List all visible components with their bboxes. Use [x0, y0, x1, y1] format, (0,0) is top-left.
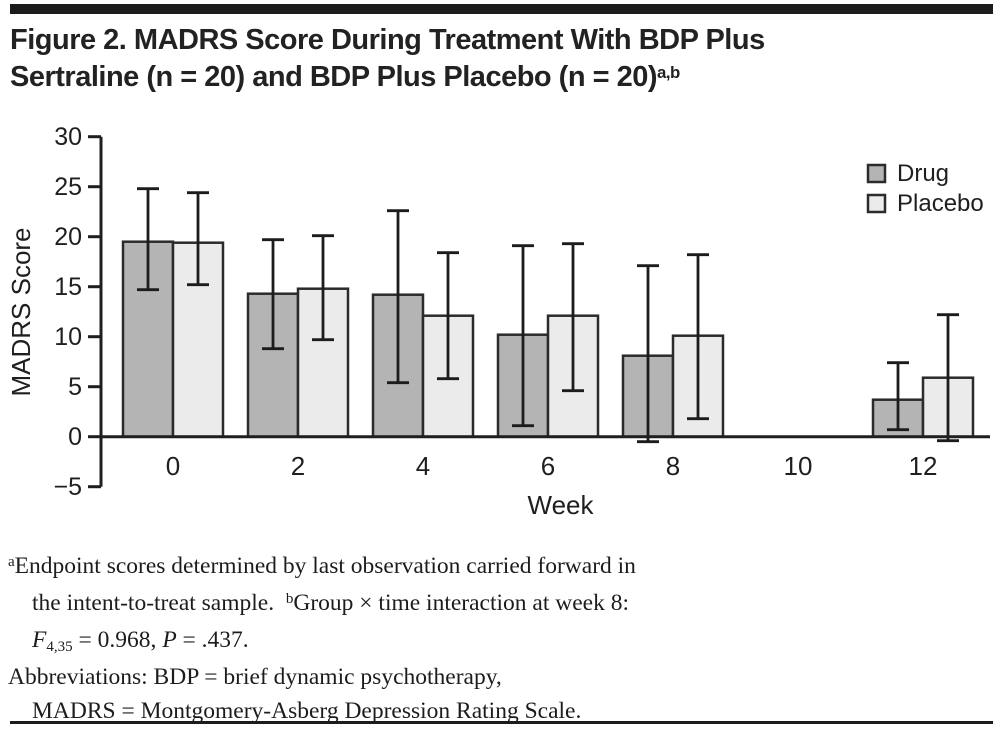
y-tick-label-10: 10 [54, 323, 82, 351]
footnote-text: a [8, 554, 15, 571]
footnote-line: aEndpoint scores determined by last obse… [8, 549, 996, 586]
x-tick-label-0: 0 [166, 451, 180, 481]
legend-swatch-drug [866, 163, 887, 184]
footnote-text: 4,35 [46, 638, 73, 655]
footnote-text: F [32, 627, 47, 653]
x-axis-title: Week [528, 490, 595, 520]
footnote-text: Group × time interaction at week 8: [293, 590, 629, 616]
footnote-text: MADRS = Montgomery-Asberg Depression Rat… [32, 698, 582, 724]
y-tick-label-5: 5 [68, 373, 82, 401]
y-axis-title: MADRS Score [6, 227, 36, 396]
footnote-line: the intent-to-treat sample. bGroup × tim… [8, 586, 996, 623]
footnote-text: b [285, 591, 294, 608]
x-tick-label-10: 10 [784, 451, 813, 481]
title-line-2: Sertraline (n = 20) and BDP Plus Placebo… [10, 61, 658, 93]
madrs-bar-chart: 30 25 20 15 10 5 0 −5 0 2 4 6 8 10 12 Week MADRS Score Dr… [6, 123, 990, 520]
footnote-line: Abbreviations: BDP = brief dynamic psych… [8, 660, 996, 694]
footnote-line: MADRS = Montgomery-Asberg Depression Rat… [8, 694, 996, 728]
x-tick-label-6: 6 [541, 451, 555, 481]
top-rule [10, 4, 993, 14]
x-tick-label-12: 12 [909, 451, 938, 481]
legend-label-placebo: Placebo [897, 190, 984, 217]
footnotes-block: aEndpoint scores determined by last obse… [8, 549, 996, 728]
footnote-line: F4,35 = 0.968, P = .437. [8, 623, 996, 660]
figure-title: Figure 2. MADRS Score During Treatment W… [10, 22, 990, 99]
footnote-text: = .437. [176, 627, 249, 653]
footnote-text: the intent-to-treat sample. [32, 590, 286, 616]
y-tick-label--5: −5 [53, 473, 82, 501]
legend-label-drug: Drug [897, 160, 949, 187]
y-tick-label-30: 30 [54, 123, 82, 151]
y-tick-label-0: 0 [68, 423, 82, 451]
footnote-text: P [162, 627, 177, 653]
legend-swatch-placebo [866, 193, 887, 214]
title-line-1: Figure 2. MADRS Score During Treatment W… [10, 24, 765, 56]
y-tick-label-15: 15 [54, 273, 82, 301]
footnote-text: Endpoint scores determined by last obser… [14, 553, 636, 579]
y-tick-label-25: 25 [54, 173, 82, 201]
x-tick-label-2: 2 [291, 451, 305, 481]
bar-placebo-week-2 [296, 287, 350, 438]
footnote-text: = 0.968, [72, 627, 163, 653]
footnote-text: Abbreviations: BDP = brief dynamic psych… [8, 664, 502, 690]
bottom-rule [10, 721, 993, 724]
x-tick-label-4: 4 [416, 451, 430, 481]
title-superscript: a,b [657, 63, 680, 83]
x-tick-label-8: 8 [666, 451, 680, 481]
y-tick-label-20: 20 [54, 223, 82, 251]
